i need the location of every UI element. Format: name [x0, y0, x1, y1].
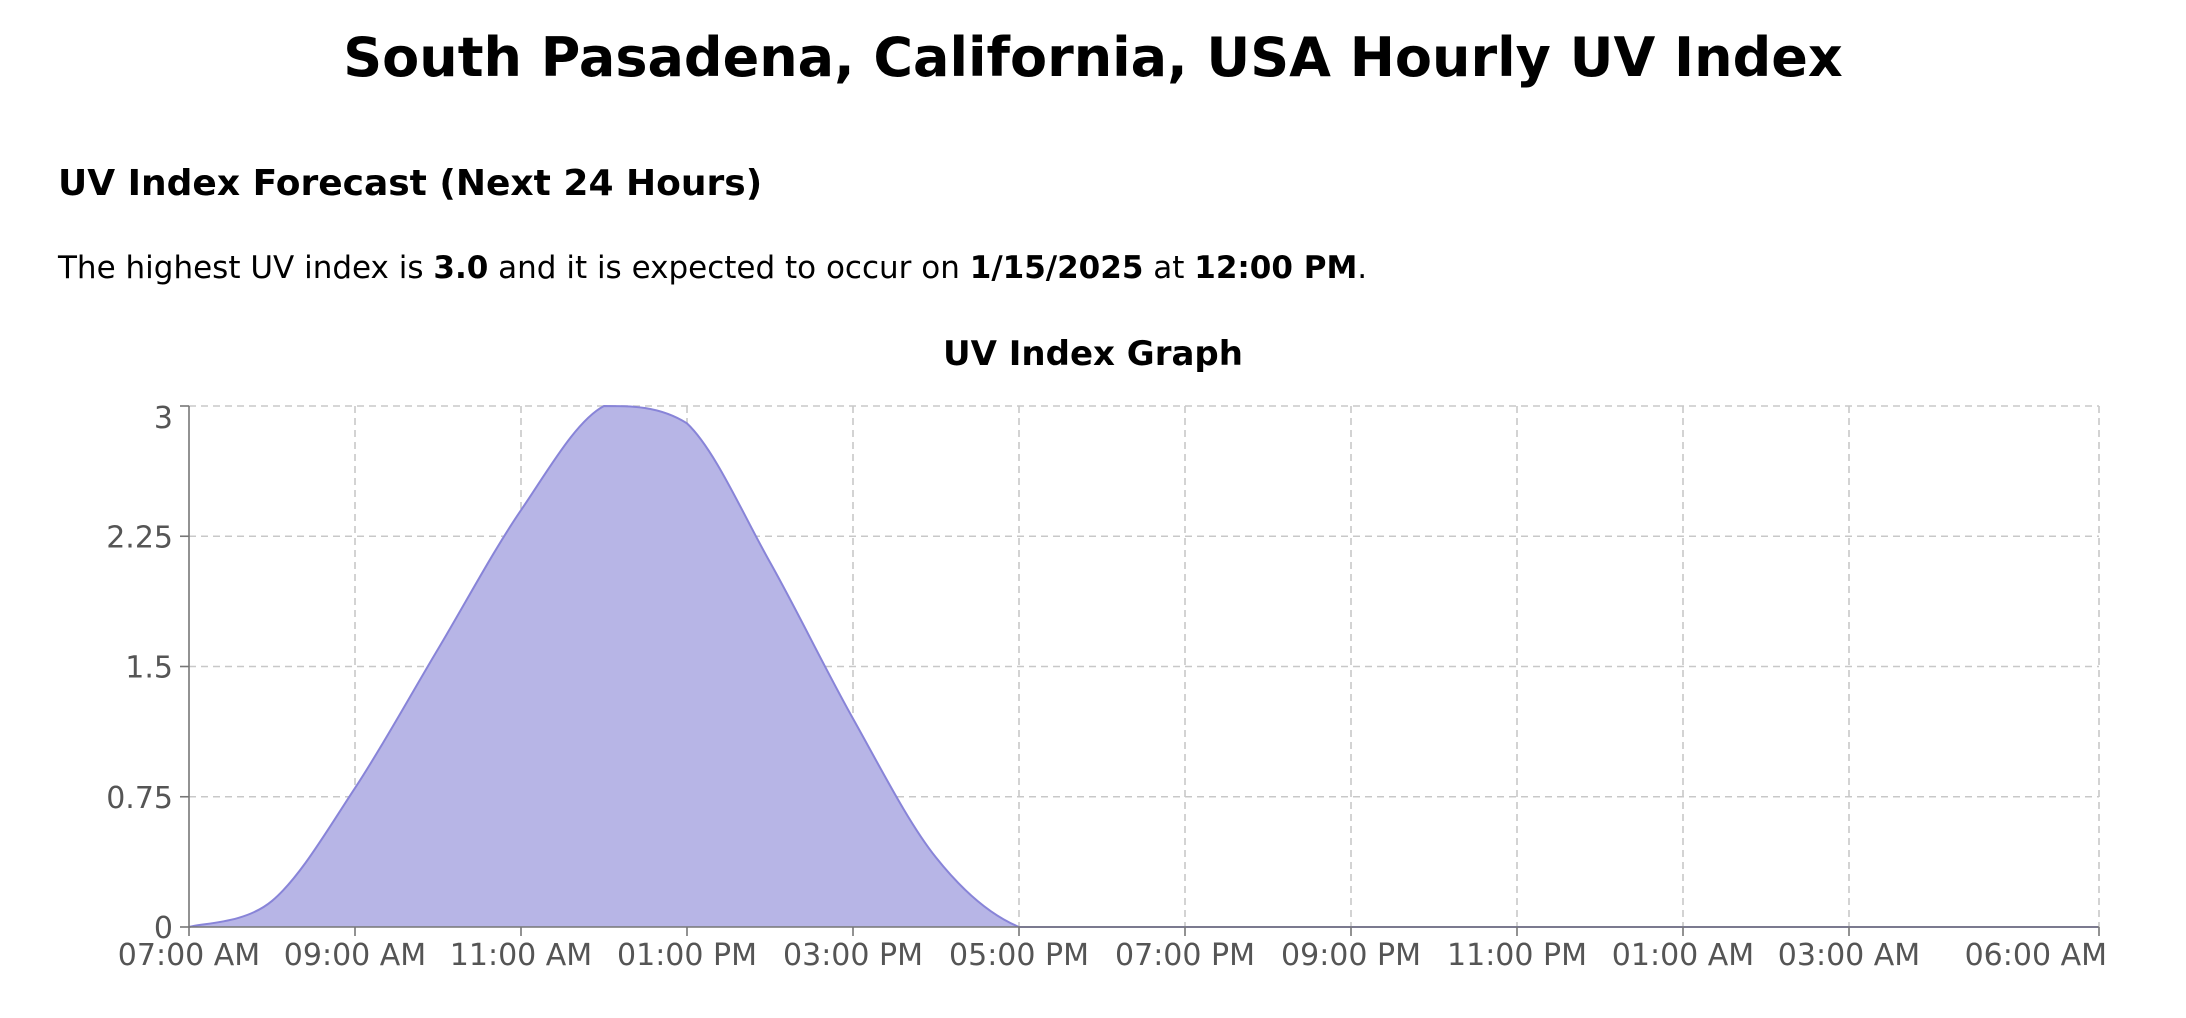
x-tick-label: 11:00 PM: [1447, 938, 1587, 973]
forecast-summary: The highest UV index is 3.0 and it is ex…: [58, 243, 1367, 293]
x-tick-label: 06:00 AM: [1965, 938, 2107, 973]
x-tick-label: 09:00 AM: [284, 938, 426, 973]
x-tick-label: 11:00 AM: [450, 938, 592, 973]
x-tick-label: 05:00 PM: [949, 938, 1089, 973]
y-tick-label: 1.5: [125, 651, 173, 686]
summary-text-4: .: [1357, 250, 1368, 286]
y-tick-label: 2.25: [106, 520, 173, 555]
summary-text-1: The highest UV index is: [58, 250, 434, 286]
y-tick-label: 0.75: [106, 781, 173, 816]
uv-area-fill: [189, 406, 2098, 927]
y-tick-label: 3: [154, 401, 173, 436]
x-tick-label: 03:00 PM: [783, 938, 923, 973]
x-tick-label: 07:00 AM: [118, 938, 260, 973]
x-tick-label: 07:00 PM: [1115, 938, 1255, 973]
summary-text-3: at: [1143, 250, 1195, 286]
max-uv-time: 12:00 PM: [1194, 250, 1358, 286]
max-uv-date: 1/15/2025: [969, 250, 1144, 286]
chart-tick-labels: 0 0.75 1.5 2.25 3 07:00 AM 09:00 AM 11:00 AM 01:…: [106, 401, 2107, 973]
summary-text-2: and it is expected to occur on: [488, 250, 970, 286]
max-uv-value: 3.0: [433, 250, 489, 286]
chart-axes: [180, 405, 2100, 936]
page-title: South Pasadena, California, USA Hourly U…: [343, 26, 1843, 89]
x-tick-label: 09:00 PM: [1281, 938, 1421, 973]
forecast-heading: UV Index Forecast (Next 24 Hours): [58, 163, 763, 204]
chart-title: UV Index Graph: [943, 334, 1243, 374]
x-tick-label: 01:00 PM: [617, 938, 757, 973]
x-tick-label: 01:00 AM: [1612, 938, 1754, 973]
y-tick-label: 0: [154, 911, 173, 946]
x-tick-label: 03:00 AM: [1778, 938, 1920, 973]
